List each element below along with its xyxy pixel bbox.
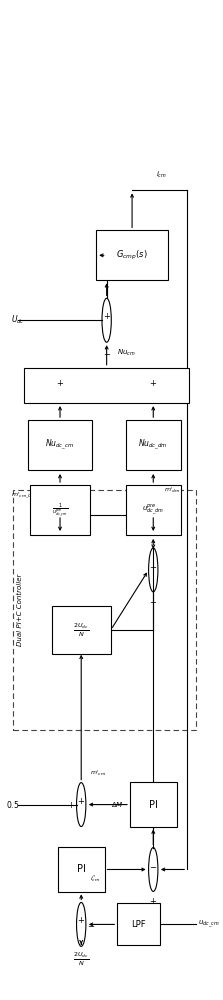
Text: $u_{dc\_dm}^{pre}$: $u_{dc\_dm}^{pre}$ xyxy=(142,503,164,517)
FancyBboxPatch shape xyxy=(117,903,160,945)
Text: $i_{cm}^{*}$: $i_{cm}^{*}$ xyxy=(90,874,100,884)
Text: $+$: $+$ xyxy=(77,915,85,925)
Text: $-$: $-$ xyxy=(149,861,157,870)
FancyBboxPatch shape xyxy=(126,485,181,535)
Text: $\Delta M$: $\Delta M$ xyxy=(111,800,124,809)
Text: $\frac{1}{u_{dc\_cm}^{pre}}$: $\frac{1}{u_{dc\_cm}^{pre}}$ xyxy=(52,502,68,518)
Text: $+$: $+$ xyxy=(103,311,111,321)
FancyBboxPatch shape xyxy=(24,368,189,403)
Text: $U_{dc}$: $U_{dc}$ xyxy=(11,314,25,326)
Text: $+$: $+$ xyxy=(149,597,157,607)
Text: $\frac{2U_{dc}}{N}$: $\frac{2U_{dc}}{N}$ xyxy=(73,951,89,968)
Text: $m'_{dm}$: $m'_{dm}$ xyxy=(164,485,180,495)
Text: $m'_{cm\_C}$: $m'_{cm\_C}$ xyxy=(11,490,33,500)
FancyBboxPatch shape xyxy=(126,420,181,470)
Text: $Nu_{cm}$: $Nu_{cm}$ xyxy=(117,347,136,358)
Text: $+$: $+$ xyxy=(56,378,64,388)
Text: $Nu_{dc\_cm}$: $Nu_{dc\_cm}$ xyxy=(45,438,75,452)
Text: PI: PI xyxy=(149,800,158,810)
FancyBboxPatch shape xyxy=(52,606,111,654)
Text: $+$: $+$ xyxy=(77,796,85,806)
Text: $+$: $+$ xyxy=(149,378,157,388)
Text: $Nu_{dc\_dm}$: $Nu_{dc\_dm}$ xyxy=(138,438,168,452)
Text: $+$: $+$ xyxy=(149,896,157,906)
Text: LPF: LPF xyxy=(131,920,146,929)
FancyBboxPatch shape xyxy=(58,847,105,892)
FancyBboxPatch shape xyxy=(30,485,90,535)
Text: $-$: $-$ xyxy=(103,348,111,357)
FancyBboxPatch shape xyxy=(130,782,177,827)
Text: $-$: $-$ xyxy=(87,920,95,929)
FancyBboxPatch shape xyxy=(96,230,168,280)
Text: PI: PI xyxy=(77,864,86,874)
Text: $m'_{cm}$: $m'_{cm}$ xyxy=(90,768,106,778)
Text: $+$: $+$ xyxy=(68,800,76,810)
Text: $u_{dc\_cm}$: $u_{dc\_cm}$ xyxy=(198,919,220,930)
Text: Dual PI+C Controller: Dual PI+C Controller xyxy=(17,574,23,646)
Text: $G_{cmp}(s)$: $G_{cmp}(s)$ xyxy=(116,249,148,262)
Text: $\frac{2U_{dc}}{N}$: $\frac{2U_{dc}}{N}$ xyxy=(73,621,89,639)
Text: $0.5$: $0.5$ xyxy=(6,799,19,810)
FancyBboxPatch shape xyxy=(28,420,92,470)
Text: $-$: $-$ xyxy=(149,561,157,570)
Text: $i_{cm}$: $i_{cm}$ xyxy=(156,170,167,180)
